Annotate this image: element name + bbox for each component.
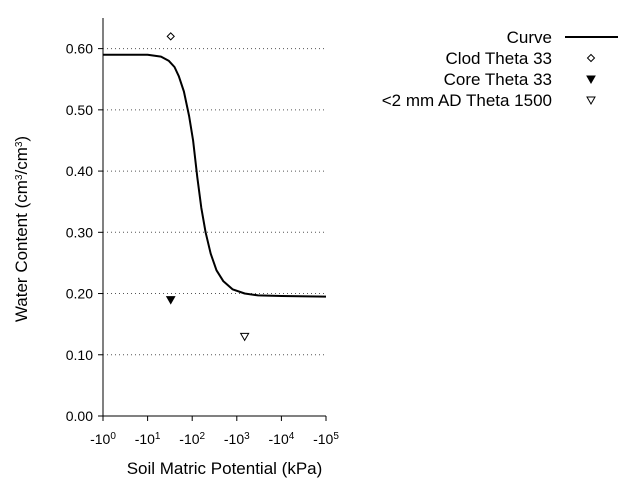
y-axis-title: Water Content (cm3/cm3)	[12, 136, 31, 322]
x-tick-label: -103	[224, 431, 250, 448]
y-axis-title-mid: /cm	[12, 147, 31, 174]
x-tick-label: -100	[90, 431, 116, 448]
y-tick-label: 0.10	[66, 347, 93, 363]
y-axis-ticks: 0.00 0.10 0.20 0.30 0.40 0.50 0.60	[66, 41, 103, 424]
x-tick-label: -104	[269, 431, 295, 448]
x-tick-label: -102	[179, 431, 205, 448]
legend-marker-swatch	[586, 53, 596, 63]
x-tick-label: -105	[313, 431, 339, 448]
plot-frame	[103, 18, 326, 416]
legend-label: <2 mm AD Theta 1500	[382, 91, 552, 110]
data-point-marker	[165, 296, 176, 305]
x-axis-title: Soil Matric Potential (kPa)	[127, 459, 323, 478]
data-point-marker	[239, 332, 250, 342]
gridlines	[102, 18, 326, 417]
series-line-curve	[103, 53, 327, 298]
y-tick-label: 0.20	[66, 286, 93, 302]
legend-label: Clod Theta 33	[446, 49, 552, 68]
axis-lines	[102, 18, 326, 417]
data-point-marker	[166, 32, 175, 41]
y-tick-label: 0.40	[66, 163, 93, 179]
x-tick-label: -101	[135, 431, 161, 448]
y-tick-label: 0.30	[66, 224, 93, 240]
series	[103, 32, 327, 342]
y-axis-title-suffix: )	[12, 136, 31, 142]
legend-label: Core Theta 33	[444, 70, 552, 89]
x-axis-ticks: -100 -101 -102 -103 -104 -105	[90, 416, 339, 447]
legend-label: Curve	[507, 28, 552, 47]
y-axis-title-sup2: 3	[14, 141, 25, 147]
legend: Curve Clod Theta 33 Core Theta 33 <2 mm AD …	[382, 28, 618, 110]
legend-marker-swatch	[586, 75, 596, 85]
y-tick-label: 0.00	[66, 408, 93, 424]
legend-marker-swatch	[586, 96, 596, 106]
y-axis-title-sup1: 3	[14, 174, 25, 180]
y-axis-title-prefix: Water Content (cm	[12, 180, 31, 322]
y-tick-label: 0.60	[66, 41, 93, 57]
y-tick-label: 0.50	[66, 102, 93, 118]
